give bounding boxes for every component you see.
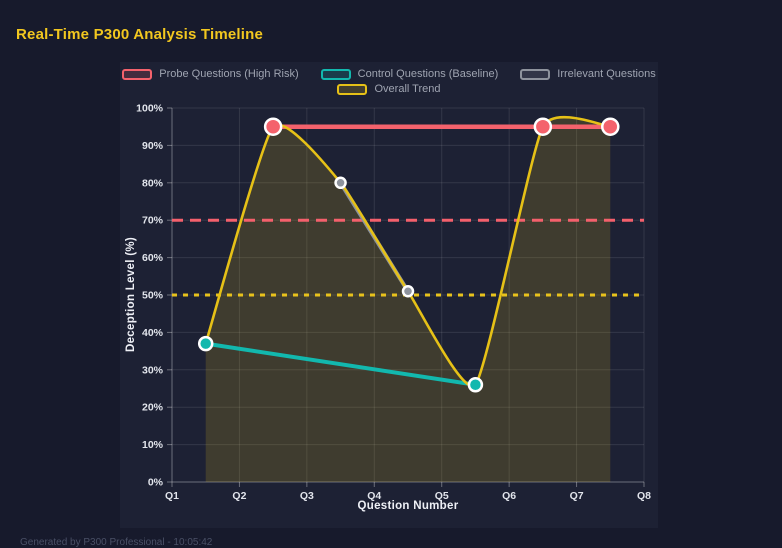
x-tick-label: Q1 (165, 490, 179, 502)
trend-series-swatch-icon (337, 83, 368, 95)
chart-panel: Probe Questions (High Risk) Control Ques… (120, 62, 658, 528)
data-point[interactable] (533, 117, 553, 136)
data-point[interactable] (401, 285, 415, 298)
trend-area-fill (205, 117, 611, 482)
data-point[interactable] (334, 176, 347, 190)
legend-item-probe[interactable]: Probe Questions (High Risk) (122, 68, 299, 80)
control-series-swatch-icon (320, 68, 351, 80)
y-tick-label: 100% (136, 103, 164, 115)
y-tick-label: 20% (142, 402, 164, 414)
legend-label: Irrelevant Questions (557, 68, 656, 80)
legend-row-2: Overall Trend (337, 83, 441, 95)
y-tick-label: 40% (142, 327, 164, 339)
probe-series-swatch-icon (122, 68, 153, 80)
page-title: Real-Time P300 Analysis Timeline (16, 26, 264, 43)
x-tick-label: Q8 (637, 490, 651, 502)
x-tick-label: Q5 (435, 490, 449, 502)
data-point[interactable] (197, 335, 214, 352)
x-tick-label: Q6 (502, 490, 516, 502)
x-axis-title: Question Number (357, 500, 459, 512)
irrelevant-series-swatch-icon (520, 68, 551, 80)
y-tick-label: 0% (148, 477, 164, 489)
x-tick-label: Q3 (300, 490, 314, 502)
legend-label: Overall Trend (374, 83, 441, 95)
y-tick-label: 60% (142, 252, 164, 264)
series-line (203, 341, 478, 387)
legend-item-control[interactable]: Control Questions (Baseline) (320, 68, 499, 80)
x-tick-label: Q2 (232, 490, 246, 502)
x-tick-label: Q4 (367, 490, 381, 502)
y-tick-label: 80% (142, 177, 164, 189)
legend-item-irrelevant[interactable]: Irrelevant Questions (520, 68, 656, 80)
chart-canvas: 0% 10% 20% 30% 40% 50% 60% 70% 80% 90% 100% Q1 Q2 Q3 Q… (136, 103, 651, 503)
legend-item-trend[interactable]: Overall Trend (337, 83, 441, 95)
legend-label: Control Questions (Baseline) (357, 68, 499, 80)
y-tick-label: 10% (142, 439, 164, 451)
data-point[interactable] (467, 377, 484, 393)
y-tick-label: 70% (142, 215, 164, 227)
x-tick-label: Q7 (570, 490, 584, 502)
y-tick-label: 50% (142, 290, 164, 302)
footer-note: Generated by P300 Professional - 10:05:4… (20, 537, 213, 548)
legend-label: Probe Questions (High Risk) (159, 68, 299, 80)
y-tick-label: 30% (142, 364, 164, 376)
data-points (197, 117, 620, 393)
data-point[interactable] (601, 117, 620, 136)
legend-row-1: Probe Questions (High Risk) Control Ques… (122, 68, 656, 80)
data-point[interactable] (263, 117, 283, 136)
y-tick-label: 90% (142, 140, 164, 152)
chart-legend: Probe Questions (High Risk) Control Ques… (120, 68, 658, 95)
